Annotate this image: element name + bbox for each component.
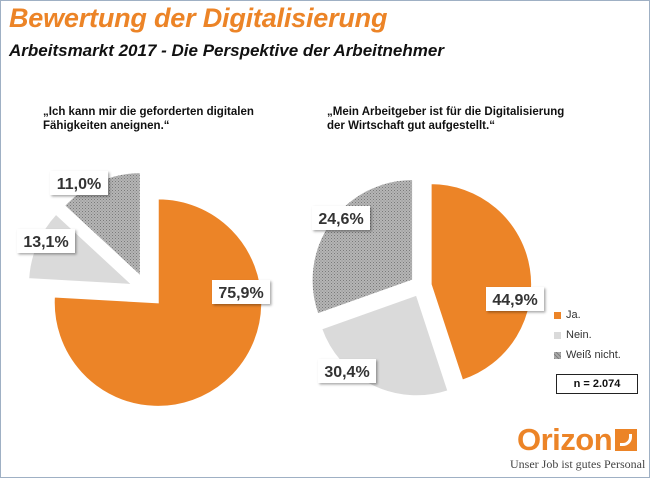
pie-1-label-text-nein: 11,0% <box>57 176 101 193</box>
pie-2-label-box-nein <box>312 206 370 230</box>
pie-2-label-weiss: 30,4% <box>318 359 376 383</box>
pie-1-label-box-ja <box>212 280 270 304</box>
page-title: Bewertung der Digitalisierung <box>9 3 388 33</box>
legend: Ja. Nein. Weiß nicht. <box>554 305 621 365</box>
legend-swatch-weiss <box>554 351 561 359</box>
pie-1-label-weiss: 13,1% <box>17 229 75 253</box>
pie-2-label-nein: 24,6% <box>312 206 370 230</box>
legend-item-weiss: Weiß nicht. <box>554 345 621 365</box>
orizon-logo: Orizon <box>517 422 638 457</box>
legend-swatch-ja <box>554 311 561 319</box>
logo-mark-icon <box>615 429 638 451</box>
legend-label-nein: Nein. <box>566 329 592 341</box>
legend-swatch-nein <box>554 331 561 339</box>
pie-1-label-text-ja: 75,9% <box>218 285 263 302</box>
pie-1-label-text-weiss: 13,1% <box>23 234 68 251</box>
pie-1-label-ja: 75,9% <box>212 280 270 304</box>
legend-label-weiss: Weiß nicht. <box>566 349 621 361</box>
sample-size: n = 2.074 <box>556 374 638 394</box>
page-subtitle: Arbeitsmarkt 2017 - Die Perspektive der … <box>9 41 444 60</box>
chart-2-question: „Mein Arbeitgeber ist für die Digitalisi… <box>327 106 565 132</box>
pie-1-label-box-weiss <box>17 229 75 253</box>
pie-1-label-box-nein <box>50 171 108 195</box>
pie-2-label-box-weiss <box>318 359 376 383</box>
chart-1-question: „Ich kann mir die geforderten digitalen … <box>43 106 254 132</box>
pie-2-label-text-nein: 24,6% <box>318 211 363 228</box>
pie-2-slice-weiss <box>311 178 414 315</box>
pie-2-label-ja: 44,9% <box>486 287 544 311</box>
pie-2-label-box-ja <box>486 287 544 311</box>
pie-1-label-nein: 11,0% <box>50 171 108 195</box>
pie-2-slice-ja <box>430 182 533 382</box>
pie-2-label-text-weiss: 30,4% <box>324 364 369 381</box>
legend-item-ja: Ja. <box>554 305 621 325</box>
legend-item-nein: Nein. <box>554 325 621 345</box>
logo-tagline: Unser Job ist gutes Personal <box>510 457 646 471</box>
legend-label-ja: Ja. <box>566 309 581 321</box>
pie-2-label-text-ja: 44,9% <box>492 292 537 309</box>
pie-1-slice-ja <box>53 197 263 408</box>
logo-wordmark: Orizon <box>517 422 613 457</box>
